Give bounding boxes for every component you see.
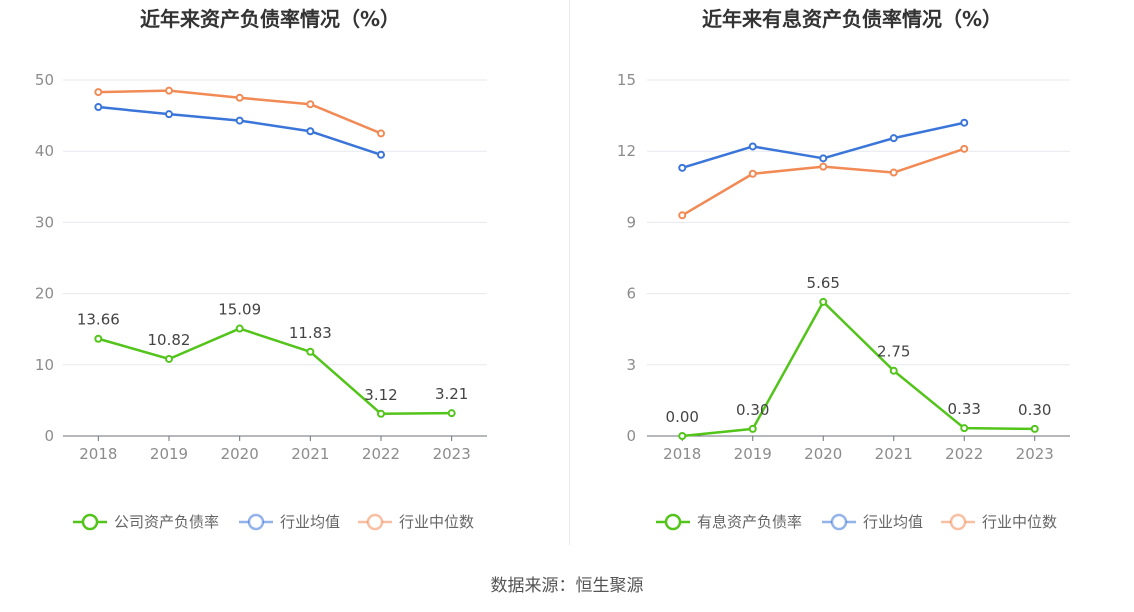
y-tick-label: 30 [35,213,54,231]
data-label: 5.65 [807,274,840,292]
data-point [960,424,969,433]
series-line-1 [682,300,1035,438]
data-point [377,409,385,418]
legend-marker [247,513,265,531]
y-tick-label: 10 [35,356,54,374]
y-tick-label: 50 [35,71,54,89]
x-tick-label: 2020 [221,445,259,463]
chart-title: 近年来有息资产负债率情况（%） [702,7,1002,31]
y-tick-label: 3 [626,356,636,374]
x-tick-label: 2020 [804,445,842,463]
legend-label: 行业均值 [863,513,923,531]
data-point [678,163,687,172]
legend-marker [949,513,967,531]
y-tick-label: 6 [626,285,636,303]
legend-item-3: 行业中位数 [358,513,474,531]
data-point [165,110,173,119]
data-label: 2.75 [877,343,910,361]
data-label: 11.83 [289,324,332,342]
legend-marker [664,513,682,531]
data-point [235,324,244,333]
data-point [306,127,315,136]
data-point [447,409,456,418]
x-tick-label: 2018 [663,445,701,463]
data-label: 0.33 [948,400,981,418]
legend-item-2: 行业均值 [239,513,340,531]
data-point [165,86,173,95]
y-tick-label: 40 [35,142,54,160]
y-tick-label: 12 [617,142,636,160]
legend-item-2: 行业均值 [822,513,923,531]
legend-marker [81,513,99,531]
data-point [94,103,103,112]
data-source-note: 数据来源：恒生聚源 [490,576,644,596]
data-point [377,150,385,159]
panel-divider [569,0,570,545]
y-tick-label: 9 [626,213,636,231]
series-line-1 [97,327,452,416]
x-tick-label: 2021 [291,445,329,463]
data-point [819,297,828,306]
data-point [235,116,244,125]
data-point [94,334,103,343]
y-tick-label: 15 [617,71,636,89]
data-label: 3.21 [435,385,468,403]
legend-label: 公司资产负债率 [114,513,219,531]
data-point [306,100,315,109]
data-label: 15.09 [218,301,261,319]
data-label: 3.12 [364,386,397,404]
data-point [306,347,315,356]
x-tick-label: 2019 [734,445,772,463]
legend-marker [830,513,848,531]
legend-item-3: 行业中位数 [941,513,1057,531]
data-label: 0.30 [1018,401,1051,419]
x-tick-label: 2018 [79,445,117,463]
legend-marker [366,513,384,531]
data-point [960,118,969,127]
data-point [165,354,173,363]
data-point [235,93,244,102]
x-tick-label: 2019 [150,445,188,463]
data-point [748,169,757,178]
series-line-2 [98,105,382,156]
legend-label: 行业中位数 [399,513,474,531]
data-label: 10.82 [148,331,191,349]
data-point [889,366,898,375]
chart-panel-2: 近年来有息资产负债率情况（%） 0 3 6 9 12 15 2018 2019 2020 2021 2… [617,7,1070,531]
x-tick-label: 2021 [875,445,913,463]
chart-title: 近年来资产负债率情况（%） [140,7,400,31]
data-point [819,162,828,171]
data-point [960,144,969,153]
x-tick-label: 2022 [362,445,400,463]
legend-label: 行业均值 [280,513,340,531]
data-point [819,154,828,163]
data-point [748,424,757,433]
data-point [94,88,103,97]
data-point [748,142,757,151]
data-label: 0.30 [736,401,769,419]
legend-label: 有息资产负债率 [697,513,802,531]
legend-label: 行业中位数 [982,513,1057,531]
data-point [889,134,898,143]
data-point [377,129,385,138]
chart-panel-1: 近年来资产负债率情况（%） 0 10 20 30 40 50 2018 2019 2020 2021… [35,7,487,531]
x-tick-label: 2023 [1016,445,1054,463]
data-label: 13.66 [77,311,120,329]
x-tick-label: 2023 [433,445,471,463]
data-point [1030,424,1039,433]
x-tick-label: 2022 [945,445,983,463]
data-point [889,168,898,177]
data-label: 0.00 [666,408,699,426]
y-tick-label: 20 [35,285,54,303]
y-tick-label: 0 [626,427,636,445]
data-point [678,211,687,220]
data-point [678,432,687,440]
legend-item-1: 公司资产负债率 [73,513,219,531]
y-tick-label: 0 [44,427,54,445]
legend-item-1: 有息资产负债率 [656,513,802,531]
